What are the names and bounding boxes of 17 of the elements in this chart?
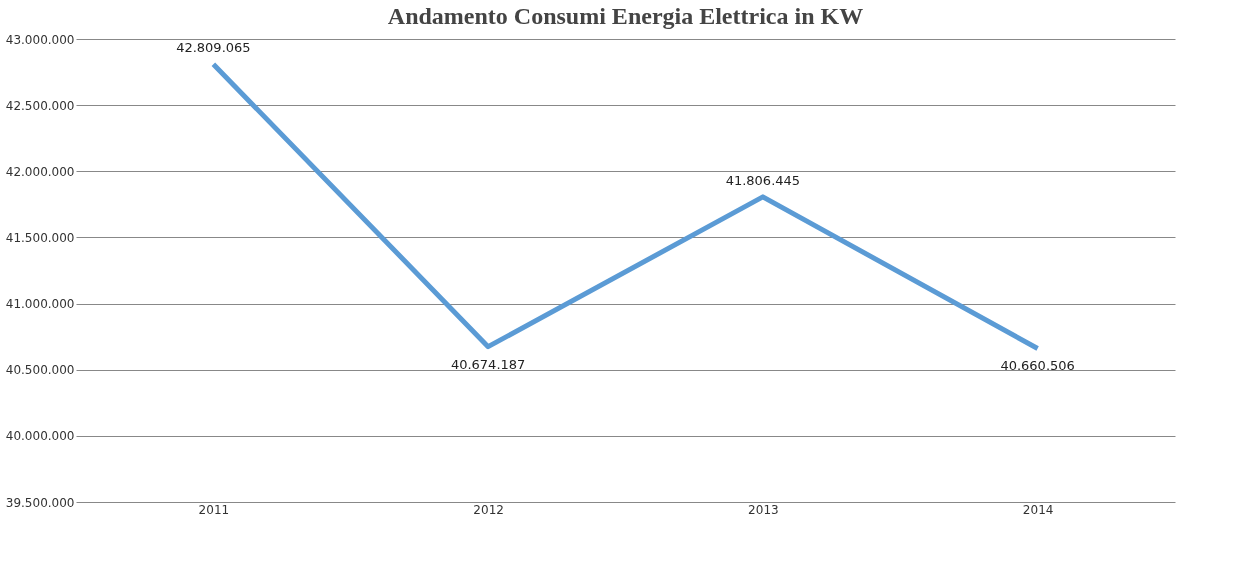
x-tick-label: 2013 xyxy=(748,502,779,517)
data-label: 40.674.187 xyxy=(450,356,526,372)
y-tick-label: 42.500.000 xyxy=(5,98,75,113)
y-tick-label: 40.500.000 xyxy=(5,363,75,378)
y-tick-label: 42.000.000 xyxy=(5,164,75,179)
y-tick-label: 39.500.000 xyxy=(5,495,75,510)
data-label: 40.660.506 xyxy=(1000,358,1075,374)
x-tick-label: 2011 xyxy=(198,502,230,517)
x-tick-label: 2012 xyxy=(473,502,504,517)
x-tick-label: 2014 xyxy=(1022,502,1054,517)
y-tick-label: 43.000.000 xyxy=(5,32,75,47)
y-tick-label: 40.000.000 xyxy=(5,429,75,444)
chart-title: Andamento Consumi Energia Elettrica in KW xyxy=(387,3,864,29)
data-label: 41.806.445 xyxy=(725,172,801,188)
y-tick-label: 41.500.000 xyxy=(5,230,75,245)
y-tick-label: 41.000.000 xyxy=(5,297,75,312)
data-label: 42.809.065 xyxy=(176,40,251,56)
